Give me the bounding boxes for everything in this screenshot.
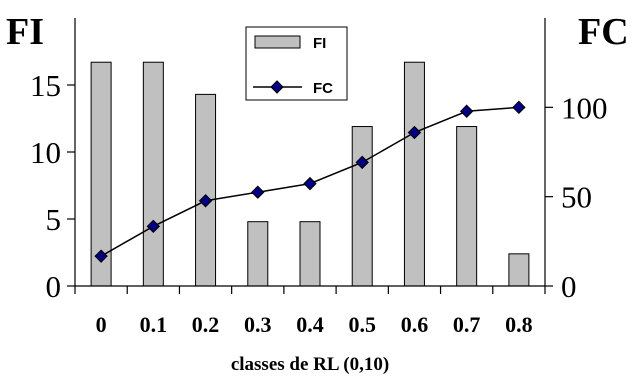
- fc-point: [512, 100, 526, 115]
- x-tick-label: 0.7: [453, 312, 481, 337]
- x-tick-label: 0.5: [348, 312, 376, 337]
- fi-bar: [299, 221, 321, 287]
- right-y-tick-label: 50: [561, 180, 592, 215]
- fi-bar: [508, 253, 530, 287]
- fc-point: [355, 155, 369, 170]
- fi-bar: [456, 126, 478, 287]
- fc-point: [303, 176, 317, 191]
- fi-bar: [351, 126, 373, 287]
- fc-point: [407, 125, 422, 140]
- fc-point: [94, 249, 108, 263]
- fi-bar: [403, 61, 425, 287]
- right-y-tick-label: 0: [561, 269, 577, 304]
- x-tick-label: 0.8: [505, 312, 533, 337]
- fc-point: [198, 194, 213, 208]
- x-ticks: 0 0.1 0.2 0.3 0.4 0.5 0.6 0.7 0.8: [74, 286, 546, 337]
- left-y-tick-label: 15: [30, 68, 61, 103]
- right-y-ticks: 0 50 100: [545, 90, 608, 304]
- left-y-tick-label: 5: [46, 202, 62, 237]
- left-y-tick-label: 10: [30, 135, 61, 170]
- x-tick-label: 0: [96, 312, 107, 337]
- right-y-tick-label: 100: [561, 90, 608, 125]
- fc-line-series: [94, 100, 526, 263]
- x-tick-label: 0.1: [140, 312, 168, 337]
- legend-fc-label: FC: [313, 80, 333, 97]
- fi-bar: [142, 61, 164, 287]
- left-y-axis-title: FI: [6, 11, 44, 53]
- legend: FI FC: [245, 26, 348, 101]
- fi-bar: [195, 93, 217, 287]
- x-tick-label: 0.6: [401, 312, 429, 337]
- fc-point: [251, 185, 265, 199]
- left-y-tick-label: 0: [46, 269, 62, 304]
- right-y-axis-title: FC: [578, 11, 629, 53]
- x-tick-label: 0.2: [192, 312, 220, 337]
- left-y-ticks: 0 5 10 15: [30, 68, 75, 304]
- fi-bar: [247, 221, 269, 287]
- fc-point: [146, 219, 161, 234]
- x-tick-label: 0.4: [296, 312, 324, 337]
- legend-fc-marker: [270, 80, 284, 94]
- x-tick-label: 0.3: [244, 312, 272, 337]
- legend-fi-label: FI: [313, 35, 326, 52]
- fc-point: [459, 104, 474, 118]
- fi-bars: [90, 61, 530, 287]
- x-axis-title: classes de RL (0,10): [231, 354, 389, 375]
- legend-fi-swatch: [254, 35, 301, 49]
